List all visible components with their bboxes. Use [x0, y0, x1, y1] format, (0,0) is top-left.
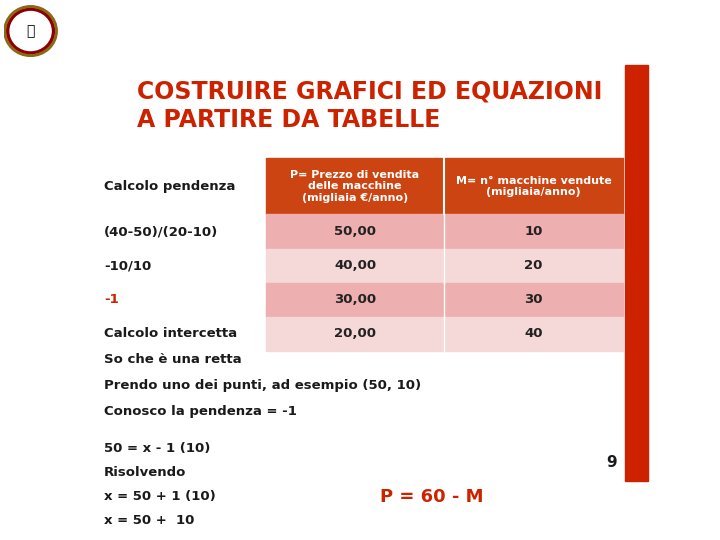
Text: 50 = x - 1 (10): 50 = x - 1 (10): [104, 442, 210, 455]
Text: Prendo uno dei punti, ad esempio (50, 10): Prendo uno dei punti, ad esempio (50, 10…: [104, 379, 421, 392]
Text: x = 50 + 1 (10): x = 50 + 1 (10): [104, 490, 216, 503]
Circle shape: [7, 9, 55, 53]
Text: 9: 9: [607, 455, 617, 470]
Text: Risolvendo: Risolvendo: [104, 466, 186, 479]
Bar: [266, 317, 623, 351]
Text: x = 60: x = 60: [104, 538, 151, 540]
Text: 30,00: 30,00: [334, 293, 376, 306]
Text: Calcolo pendenza: Calcolo pendenza: [104, 180, 235, 193]
Text: M= n° macchine vendute
(migliaia/anno): M= n° macchine vendute (migliaia/anno): [456, 176, 611, 197]
Text: 30: 30: [524, 293, 543, 306]
Bar: [624, 65, 648, 481]
Text: Calcolo intercetta: Calcolo intercetta: [104, 327, 237, 340]
Bar: [266, 214, 623, 248]
Circle shape: [10, 11, 51, 51]
Text: -10/10: -10/10: [104, 259, 151, 272]
Text: -1: -1: [104, 293, 119, 306]
Text: 50,00: 50,00: [334, 225, 376, 238]
Bar: [266, 282, 623, 317]
Text: 🏛: 🏛: [27, 24, 35, 38]
Text: P= Prezzo di vendita
delle macchine
(migliaia €/anno): P= Prezzo di vendita delle macchine (mig…: [290, 170, 420, 203]
Text: (40-50)/(20-10): (40-50)/(20-10): [104, 225, 218, 238]
Circle shape: [5, 6, 56, 56]
Text: 20,00: 20,00: [334, 327, 376, 340]
Text: COSTRUIRE GRAFICI ED EQUAZIONI: COSTRUIRE GRAFICI ED EQUAZIONI: [138, 79, 603, 103]
Text: x = 50 +  10: x = 50 + 10: [104, 515, 194, 528]
Text: So che è una retta: So che è una retta: [104, 353, 242, 366]
Bar: [266, 158, 623, 214]
Text: 40: 40: [524, 327, 543, 340]
Text: P = 60 - M: P = 60 - M: [380, 488, 484, 506]
Text: 10: 10: [524, 225, 543, 238]
Bar: [266, 248, 623, 282]
Text: A PARTIRE DA TABELLE: A PARTIRE DA TABELLE: [138, 109, 441, 132]
Text: Conosco la pendenza = -1: Conosco la pendenza = -1: [104, 404, 297, 417]
Text: 40,00: 40,00: [334, 259, 376, 272]
Text: 20: 20: [524, 259, 543, 272]
